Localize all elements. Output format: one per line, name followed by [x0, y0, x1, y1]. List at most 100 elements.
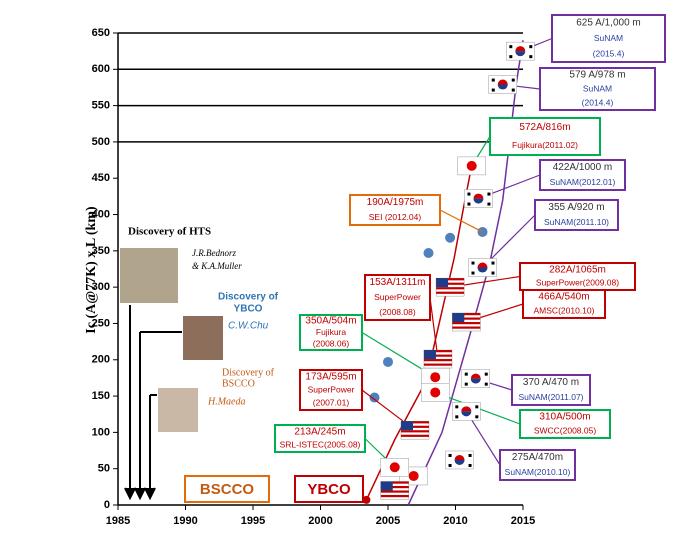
flag-disc	[461, 406, 472, 412]
photo	[120, 248, 178, 303]
flag-trigram	[448, 463, 452, 467]
flag-trigram	[475, 405, 479, 409]
flag	[435, 277, 465, 297]
annotation-text: 173A/595m	[305, 371, 356, 382]
annotation-text: SuNAM(2012.01)	[550, 177, 616, 187]
x-tick-label: 2010	[443, 515, 467, 527]
flag-stripe	[452, 326, 481, 329]
y-tick-label: 200	[92, 354, 110, 366]
flag-trigram	[511, 78, 515, 82]
flag	[380, 481, 409, 500]
flag-trigram	[467, 192, 471, 196]
y-tick-label: 550	[92, 100, 110, 112]
flag-disc	[389, 462, 400, 473]
annotation-text: (2014.4)	[582, 97, 614, 107]
annotation-text: 466A/540m	[538, 292, 589, 303]
x-tick-label: 1985	[106, 515, 130, 527]
flag-disc	[408, 470, 419, 481]
annotation-box	[274, 424, 366, 453]
y-tick-label: 350	[92, 245, 110, 257]
y-tick-label: 0	[104, 499, 110, 511]
flag-disc	[515, 46, 526, 52]
y-tick-label: 250	[92, 317, 110, 329]
annotation-text: 153A/1311m	[370, 277, 426, 288]
y-tick-label: 450	[92, 172, 110, 184]
flag-disc	[497, 79, 508, 85]
flag	[380, 457, 409, 477]
flag-trigram	[484, 382, 488, 386]
flag	[452, 312, 481, 332]
hts-name: J.R.Bednorz	[192, 248, 236, 258]
flag-trigram	[491, 88, 495, 92]
flag-stripe	[380, 481, 409, 484]
flag-trigram	[484, 372, 488, 376]
flag-trigram	[487, 192, 491, 196]
flag-stripe	[452, 313, 481, 316]
flag-canton	[401, 421, 413, 431]
flag-stripe	[380, 490, 409, 493]
annotation-text: (2015.4)	[593, 48, 625, 58]
y-tick-label: 150	[92, 390, 110, 402]
hts-name: & K.A.Muller	[192, 261, 242, 271]
annotation-text: 572A/816m	[519, 122, 570, 133]
flag	[400, 420, 430, 440]
annotation-text: 213A/245m	[294, 426, 345, 437]
annotation-text: 355 A/920 m	[548, 202, 604, 213]
flag-disc	[477, 262, 488, 268]
ybco-name: C.W.Chu	[228, 321, 269, 332]
flag-trigram	[455, 405, 459, 409]
annotation-box	[349, 194, 441, 226]
flag-trigram	[468, 453, 472, 457]
annotation-text: SuNAM	[594, 33, 623, 43]
y-axis-label: Ic (A@77K) x L (km)	[84, 206, 99, 334]
annotation-text: 350A/504m	[305, 315, 356, 326]
flag	[452, 402, 481, 421]
flag-trigram	[491, 261, 495, 265]
bscco-box	[184, 475, 270, 503]
flag-stripe	[452, 317, 481, 320]
y-tick-label: 400	[92, 208, 110, 220]
flag-trigram	[487, 202, 491, 206]
flag-trigram	[468, 463, 472, 467]
flag-disc	[430, 372, 441, 383]
x-tick-label: 2015	[511, 515, 535, 527]
flag-trigram	[475, 415, 479, 419]
flag-trigram	[448, 453, 452, 457]
flag	[445, 450, 474, 470]
data-point	[369, 392, 380, 403]
flag-stripe	[423, 350, 452, 353]
flag-trigram	[471, 271, 475, 275]
data-point	[445, 232, 456, 243]
annotation-text: SuperPower	[374, 292, 421, 302]
flag-canton	[452, 313, 465, 323]
flag	[421, 383, 450, 402]
annotation-box	[522, 289, 606, 319]
annotation-box	[499, 449, 576, 481]
arrows	[124, 305, 182, 501]
flag-trigram	[509, 45, 513, 49]
flag-stripe	[401, 434, 429, 437]
annotation-text: (2007.01)	[313, 398, 350, 408]
annotation-text: SWCC(2008.05)	[534, 425, 597, 435]
flag-stripe	[401, 430, 429, 433]
annotation-box	[511, 374, 591, 406]
annotation-box	[551, 14, 666, 63]
flag-disc	[470, 378, 481, 384]
y-tick-label: 600	[92, 63, 110, 75]
y-tick-label: 50	[98, 463, 110, 475]
ybco-title: Discovery of	[218, 292, 279, 303]
flag	[423, 349, 453, 369]
flag-disc	[497, 84, 508, 90]
annotation-box	[519, 409, 611, 439]
flag-stripe	[401, 425, 429, 428]
annotation-box	[299, 369, 363, 411]
flag	[421, 367, 450, 387]
flag-disc	[477, 267, 488, 273]
flag-trigram	[511, 88, 515, 92]
y-tick-label: 300	[92, 281, 110, 293]
flag-disc	[473, 198, 484, 204]
ybco-box	[294, 475, 364, 503]
annotation-text: 422A/1000 m	[553, 162, 613, 173]
annotation-text: SuNAM	[583, 83, 612, 93]
annotation-text: SuNAM(2011.10)	[544, 217, 609, 227]
